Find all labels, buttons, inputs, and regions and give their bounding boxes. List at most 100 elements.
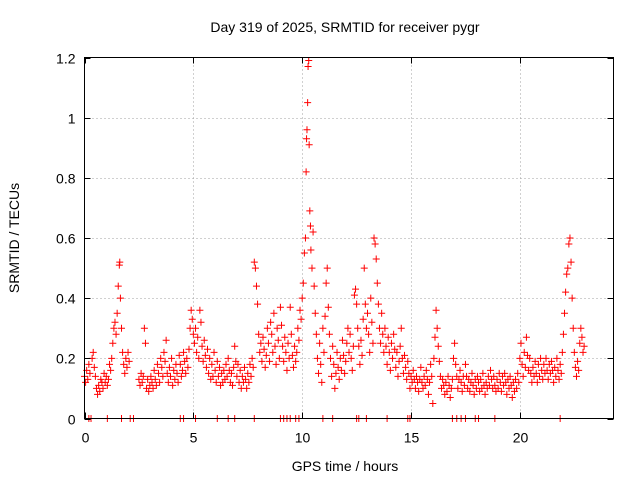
- data-point: [185, 345, 193, 353]
- x-tick-label: 0: [82, 430, 90, 446]
- data-point: [210, 348, 218, 356]
- data-point: [304, 63, 312, 71]
- data-point: [229, 381, 237, 389]
- data-point: [469, 381, 477, 389]
- data-point: [140, 324, 148, 332]
- y-tick-label: 0.8: [56, 171, 76, 187]
- data-point: [195, 354, 203, 362]
- data-point: [236, 366, 244, 374]
- data-point: [108, 354, 116, 362]
- data-point: [316, 339, 324, 347]
- data-point: [522, 333, 530, 341]
- x-tick-label: 10: [295, 430, 311, 446]
- data-point: [420, 372, 428, 380]
- data-point: [188, 315, 196, 323]
- data-point: [269, 348, 277, 356]
- data-point: [341, 369, 349, 377]
- data-point: [245, 378, 253, 386]
- data-point: [340, 351, 348, 359]
- data-point: [305, 141, 313, 149]
- data-point: [176, 360, 184, 368]
- data-point: [333, 348, 341, 356]
- y-tick-label: 1: [68, 111, 76, 127]
- data-point: [559, 330, 567, 338]
- data-point: [460, 381, 468, 389]
- data-point: [567, 258, 575, 266]
- data-point: [200, 336, 208, 344]
- data-point: [262, 351, 270, 359]
- data-point: [362, 324, 370, 332]
- data-point: [279, 342, 287, 350]
- data-point: [344, 324, 352, 332]
- data-point: [554, 366, 562, 374]
- data-point: [482, 378, 490, 386]
- data-point: [118, 324, 126, 332]
- data-point: [544, 375, 552, 383]
- data-point: [578, 333, 586, 341]
- data-point: [519, 372, 527, 380]
- chart-title: Day 319 of 2025, SRMTID for receiver pyg…: [210, 19, 480, 35]
- data-point: [575, 366, 583, 374]
- data-point: [318, 378, 326, 386]
- data-point: [431, 333, 439, 341]
- data-point: [427, 360, 435, 368]
- data-point: [377, 339, 385, 347]
- data-point: [381, 324, 389, 332]
- data-point: [461, 360, 469, 368]
- data-point: [203, 345, 211, 353]
- data-point: [165, 363, 173, 371]
- data-point: [470, 390, 478, 398]
- data-point: [248, 354, 256, 362]
- data-point: [273, 324, 281, 332]
- data-point: [113, 309, 121, 317]
- data-point: [288, 351, 296, 359]
- data-point: [286, 303, 294, 311]
- data-point: [555, 375, 563, 383]
- data-point: [426, 378, 434, 386]
- data-point: [86, 369, 94, 377]
- data-point: [553, 354, 561, 362]
- data-point: [168, 354, 176, 362]
- data-point: [111, 318, 119, 326]
- data-point: [342, 357, 350, 365]
- data-point: [565, 240, 573, 248]
- data-point: [466, 387, 474, 395]
- data-point: [298, 294, 306, 302]
- data-point: [106, 360, 114, 368]
- data-point: [317, 360, 325, 368]
- data-point: [403, 375, 411, 383]
- data-point: [112, 330, 120, 338]
- data-point: [332, 369, 340, 377]
- data-point: [197, 318, 205, 326]
- data-point: [97, 375, 105, 383]
- data-point: [84, 375, 92, 383]
- data-point: [385, 348, 393, 356]
- data-point: [518, 360, 526, 368]
- data-point: [451, 339, 459, 347]
- data-point: [520, 348, 528, 356]
- data-point: [258, 357, 266, 365]
- data-point: [116, 258, 124, 266]
- data-point: [563, 270, 571, 278]
- data-point: [360, 264, 368, 272]
- data-point: [343, 339, 351, 347]
- data-point: [166, 372, 174, 380]
- data-point: [338, 336, 346, 344]
- data-point: [123, 363, 131, 371]
- data-point: [271, 342, 279, 350]
- data-point: [159, 372, 167, 380]
- data-point: [430, 354, 438, 362]
- data-point: [250, 258, 258, 266]
- data-point: [336, 354, 344, 362]
- data-point: [329, 342, 337, 350]
- data-point: [138, 378, 146, 386]
- data-point: [564, 264, 572, 272]
- data-point: [358, 351, 366, 359]
- data-point: [574, 357, 582, 365]
- data-point: [521, 363, 529, 371]
- data-point: [121, 369, 129, 377]
- data-point: [299, 279, 307, 287]
- data-point: [322, 279, 330, 287]
- data-point: [429, 399, 437, 407]
